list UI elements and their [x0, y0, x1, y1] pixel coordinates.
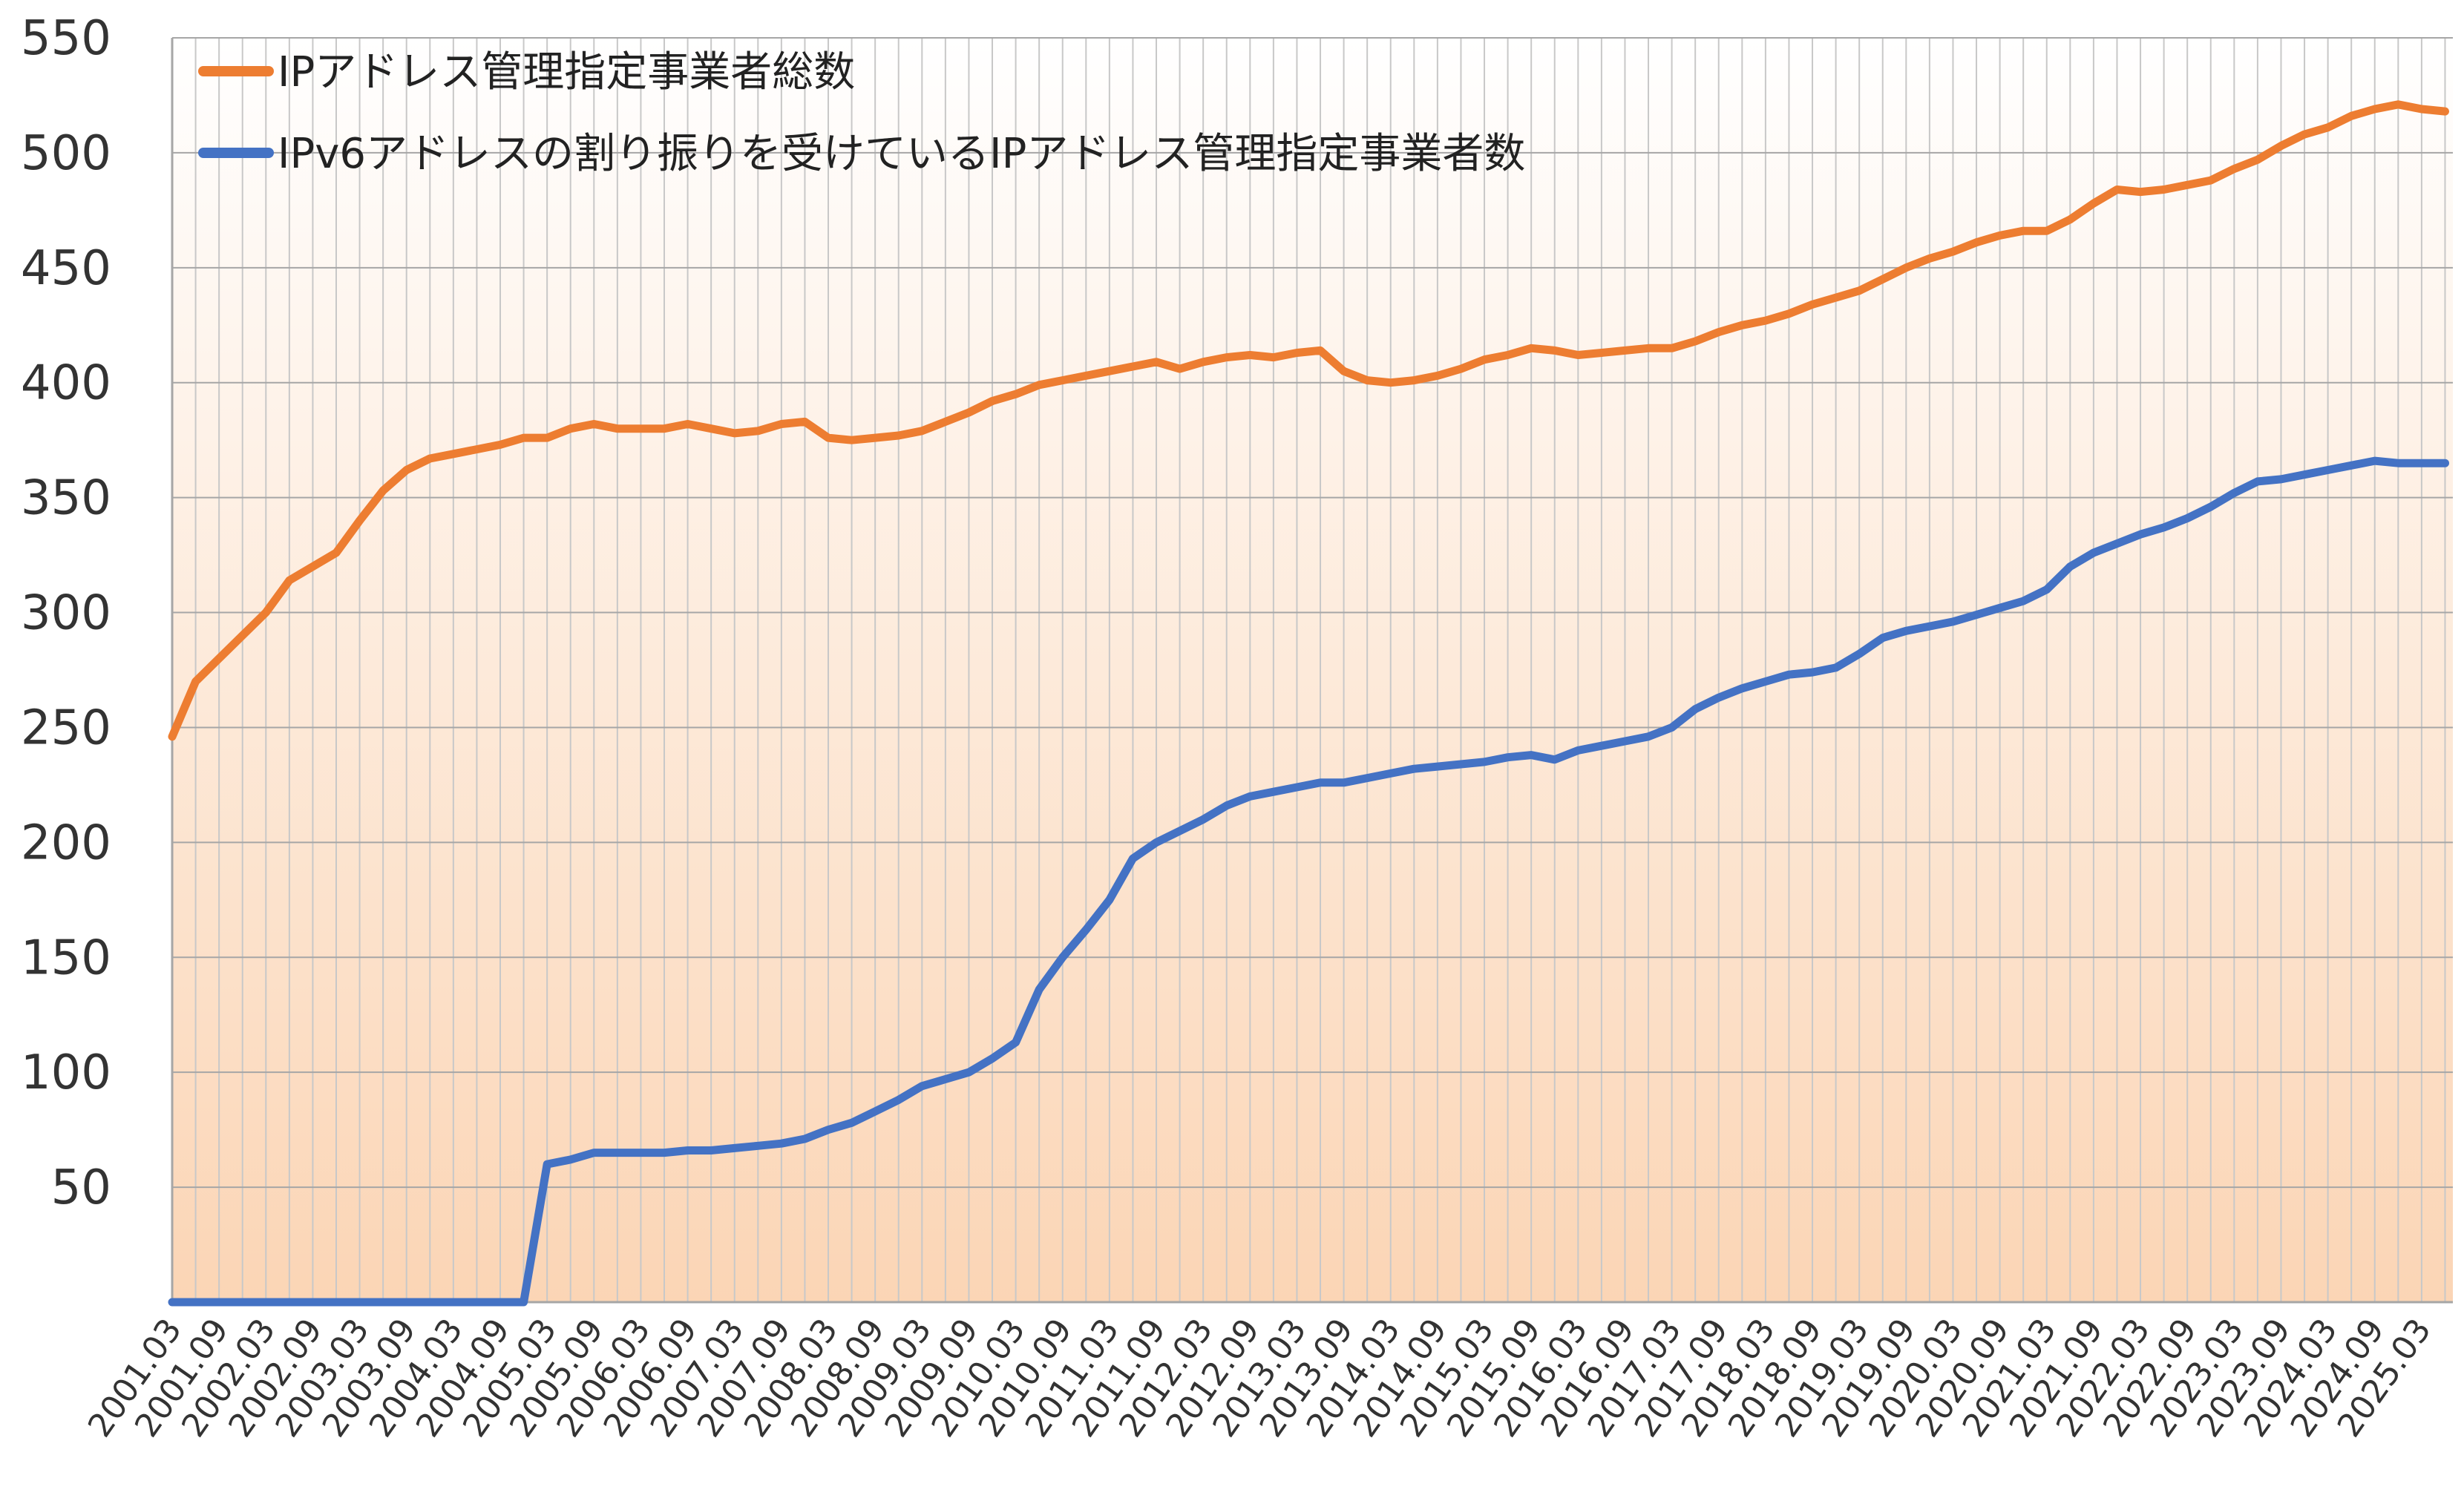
y-tick-label: 500 — [21, 126, 111, 181]
y-tick-label: 550 — [21, 11, 111, 66]
y-tick-label: 50 — [51, 1160, 111, 1215]
legend-label-total: IPアドレス管理指定事業者総数 — [278, 48, 855, 96]
series-lines — [168, 100, 2449, 1307]
y-tick-label: 350 — [21, 471, 111, 526]
plot-area — [172, 38, 2453, 1302]
x-axis-tick-labels: 2001.032001.092002.032002.092003.032003.… — [81, 1312, 2439, 1444]
series-line-ipv6 — [168, 456, 2449, 1307]
legend-item-total: IPアドレス管理指定事業者総数 — [198, 48, 855, 96]
y-tick-label: 100 — [21, 1045, 111, 1100]
y-axis-tick-labels: 50 100 150 200 250 300 350 400 450 500 550 — [21, 11, 111, 1215]
y-tick-label: 200 — [21, 815, 111, 870]
gridlines — [171, 37, 2453, 1304]
legend-label-ipv6: IPv6アドレスの割り振りを受けているIPアドレス管理指定事業者数 — [278, 130, 1525, 178]
y-tick-label: 400 — [21, 356, 111, 411]
legend-item-ipv6: IPv6アドレスの割り振りを受けているIPアドレス管理指定事業者数 — [198, 130, 1525, 178]
y-tick-label: 300 — [21, 586, 111, 641]
y-tick-label: 450 — [21, 241, 111, 296]
y-tick-label: 250 — [21, 700, 111, 755]
y-tick-label: 150 — [21, 930, 111, 985]
legend: IPアドレス管理指定事業者総数 IPv6アドレスの割り振りを受けているIPアドレ… — [198, 48, 1525, 178]
series-line-total — [168, 100, 2449, 741]
